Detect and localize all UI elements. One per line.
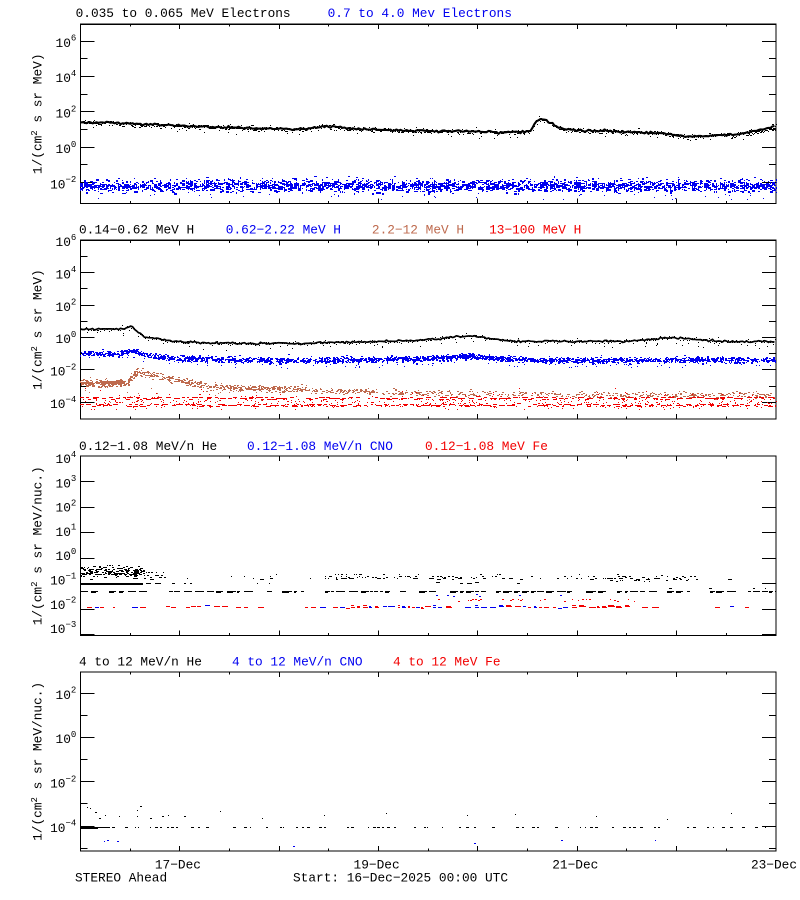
- svg-text:21−Dec: 21−Dec: [552, 858, 598, 873]
- svg-text:1/(cm2 s sr MeV/nuc.): 1/(cm2 s sr MeV/nuc.): [30, 682, 46, 841]
- svg-text:0.12−1.08 MeV/n He: 0.12−1.08 MeV/n He: [79, 439, 217, 454]
- svg-text:1/(cm2 s sr MeV): 1/(cm2 s sr MeV): [30, 53, 46, 174]
- svg-text:4 to 12 MeV/n CNO: 4 to 12 MeV/n CNO: [232, 654, 363, 669]
- svg-text:0.12−1.08 MeV/n CNO: 0.12−1.08 MeV/n CNO: [247, 439, 393, 454]
- svg-text:0.035 to 0.065 MeV Electrons: 0.035 to 0.065 MeV Electrons: [76, 6, 291, 21]
- svg-text:0.62−2.22 MeV H: 0.62−2.22 MeV H: [226, 223, 341, 238]
- svg-text:2.2−12 MeV H: 2.2−12 MeV H: [372, 223, 464, 238]
- svg-text:1/(cm2 s sr MeV): 1/(cm2 s sr MeV): [30, 269, 46, 390]
- svg-text:1/(cm2 s sr MeV/nuc.): 1/(cm2 s sr MeV/nuc.): [30, 466, 46, 625]
- svg-text:17−Dec: 17−Dec: [155, 858, 201, 873]
- svg-text:13−100 MeV H: 13−100 MeV H: [489, 223, 581, 238]
- svg-text:4 to 12 MeV Fe: 4 to 12 MeV Fe: [393, 654, 501, 669]
- svg-text:Start: 16−Dec−2025 00:00 UTC: Start: 16−Dec−2025 00:00 UTC: [293, 871, 508, 886]
- svg-text:0.7 to 4.0 Mev Electrons: 0.7 to 4.0 Mev Electrons: [328, 6, 512, 21]
- svg-text:0.14−0.62 MeV H: 0.14−0.62 MeV H: [79, 223, 194, 238]
- svg-text:4 to 12 MeV/n He: 4 to 12 MeV/n He: [79, 654, 202, 669]
- svg-text:19−Dec: 19−Dec: [354, 858, 400, 873]
- svg-text:STEREO Ahead: STEREO Ahead: [75, 871, 167, 886]
- svg-text:23−Dec: 23−Dec: [751, 858, 797, 873]
- svg-text:0.12−1.08 MeV Fe: 0.12−1.08 MeV Fe: [425, 439, 548, 454]
